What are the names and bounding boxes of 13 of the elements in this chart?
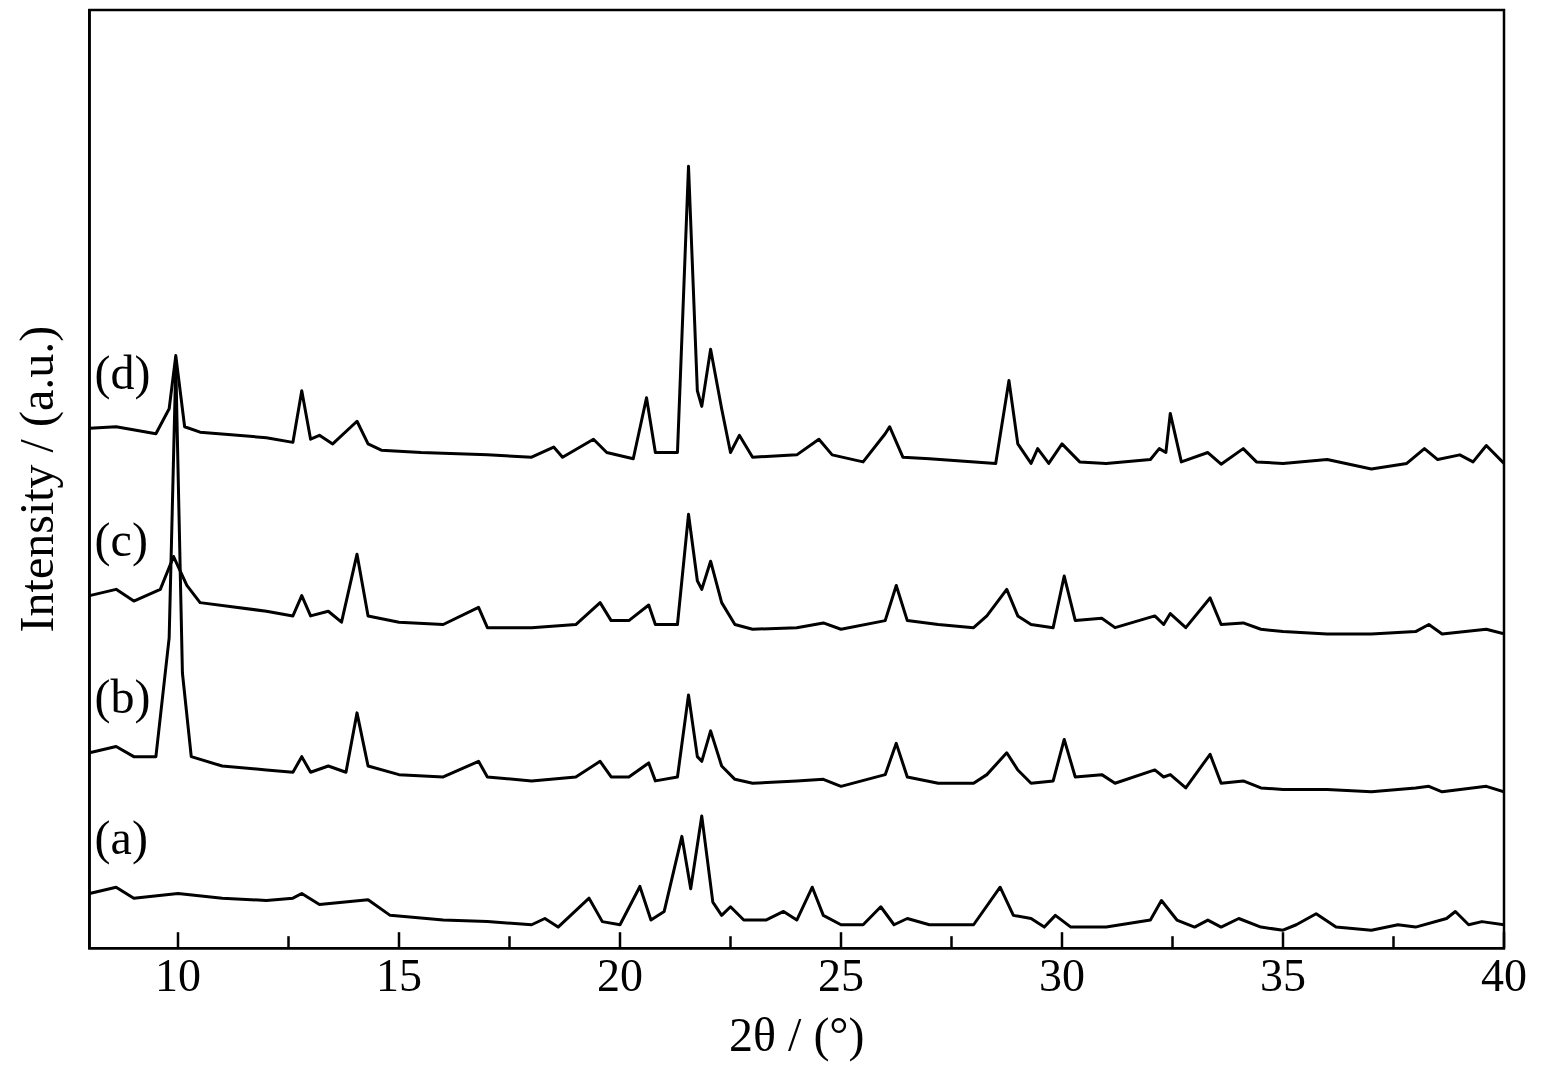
x-tick-label: 20 — [597, 949, 643, 1001]
x-tick-label: 30 — [1039, 949, 1085, 1001]
series-label: (a) — [94, 811, 148, 866]
x-tick-label: 25 — [818, 949, 864, 1001]
x-tick-label: 10 — [155, 949, 201, 1001]
series-label: (b) — [94, 670, 151, 725]
x-tick-label: 35 — [1260, 949, 1306, 1001]
series-label: (d) — [94, 345, 151, 400]
y-axis-title: Intensity / (a.u.) — [10, 325, 65, 633]
x-axis-title: 2θ / (°) — [729, 1007, 865, 1062]
x-tick-label: 15 — [376, 949, 422, 1001]
x-tick-label: 40 — [1481, 949, 1527, 1001]
series-label: (c) — [94, 513, 148, 568]
